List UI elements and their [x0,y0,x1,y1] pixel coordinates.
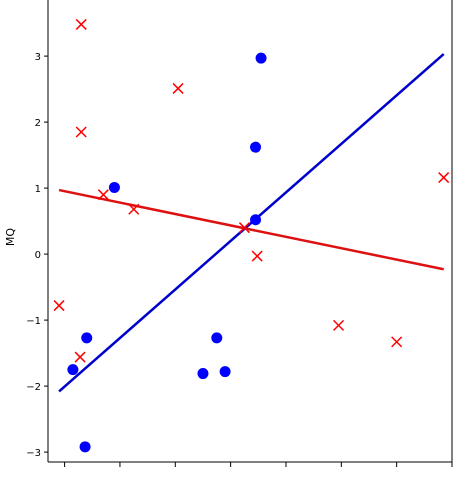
blue-circle-point [108,181,120,193]
y-axis-label: MQ [4,228,17,246]
y-tick-label: 3 [35,52,41,63]
y-tick-label: 0 [35,250,41,261]
y-tick-label: −1 [26,316,41,327]
red-x-point [333,319,345,331]
blue-circle-point [255,52,267,64]
data-points [53,18,450,453]
blue-circle-point [250,214,262,226]
red-x-point [438,172,450,184]
red-x-point [391,336,403,348]
red-x-point [238,222,250,234]
y-tick-label: −2 [26,382,41,393]
red-x-point [251,250,263,262]
red-fit-line [58,188,444,271]
blue-circle-point [79,441,91,453]
y-tick-label: 1 [35,184,41,195]
red-x-point [128,203,140,215]
red-x-point [74,351,86,363]
red-x-point [172,82,184,94]
red-x-point [75,18,87,30]
red-x-point [53,300,65,312]
blue-circle-point [211,332,223,344]
red-x-point [97,189,109,201]
blue-circle-point [197,368,209,380]
blue-circle-point [219,366,231,378]
axes: 3 2 1 0 −1 −2 −3 [26,0,453,467]
y-tick-label: 2 [35,118,41,129]
red-x-point [75,126,87,138]
blue-circle-point [81,332,93,344]
blue-circle-point [250,141,262,153]
y-tick-label: −3 [26,448,41,459]
blue-circle-point [67,364,79,376]
